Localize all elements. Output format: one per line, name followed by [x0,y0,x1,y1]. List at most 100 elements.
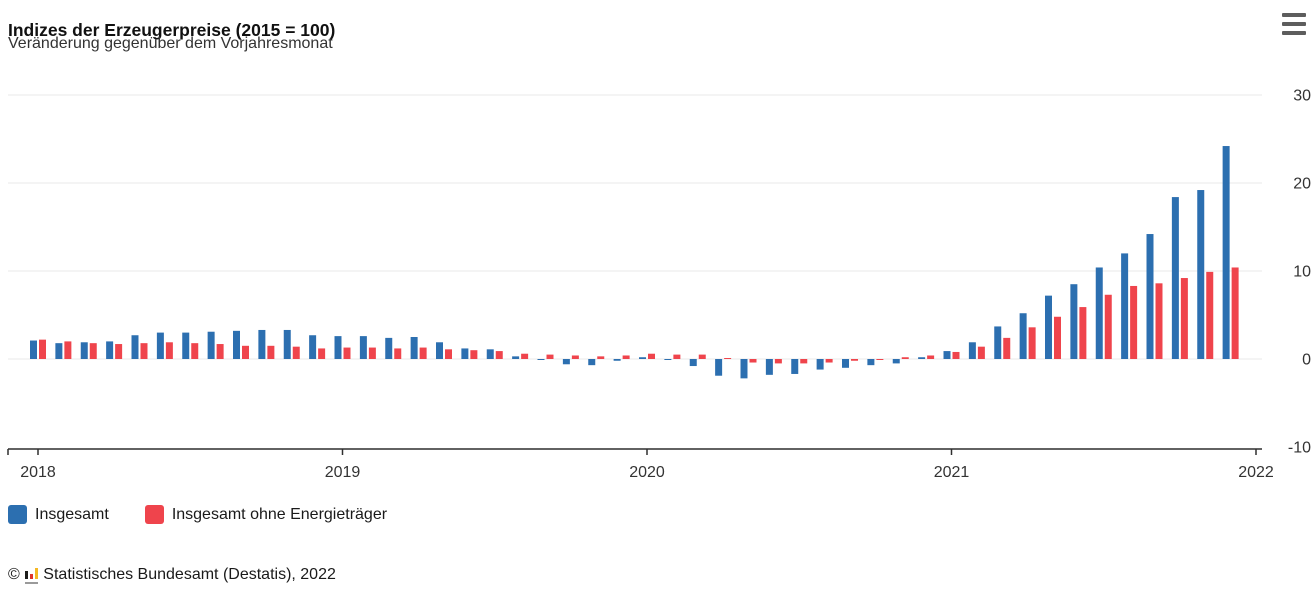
bar-insgesamt[interactable] [791,359,799,374]
bar-ohne-energietraeger[interactable] [1054,316,1061,359]
bar-insgesamt[interactable] [410,337,418,359]
bar-insgesamt[interactable] [1197,190,1205,359]
bar-insgesamt[interactable] [131,335,139,359]
bar-insgesamt[interactable] [1146,234,1154,359]
bar-insgesamt[interactable] [156,332,164,359]
bar-insgesamt[interactable] [283,329,291,359]
bar-insgesamt[interactable] [918,357,926,359]
bar-ohne-energietraeger[interactable] [1231,267,1239,359]
bar-insgesamt[interactable] [1095,267,1103,359]
bar-ohne-energietraeger[interactable] [800,359,808,364]
bar-insgesamt[interactable] [1222,146,1230,359]
bar-insgesamt[interactable] [233,330,240,359]
bar-ohne-energietraeger[interactable] [1206,271,1214,359]
bar-insgesamt[interactable] [537,359,545,360]
bar-insgesamt[interactable] [943,351,951,359]
bar-insgesamt[interactable] [664,359,672,360]
bar-insgesamt[interactable] [968,342,976,359]
bar-insgesamt[interactable] [562,359,570,365]
bar-ohne-energietraeger[interactable] [901,357,909,359]
bar-insgesamt[interactable] [816,359,824,370]
bar-insgesamt[interactable] [258,329,266,359]
bar-insgesamt[interactable] [765,359,773,375]
bar-ohne-energietraeger[interactable] [470,350,478,359]
bar-insgesamt[interactable] [207,331,215,359]
bar-ohne-energietraeger[interactable] [89,343,97,359]
bar-ohne-energietraeger[interactable] [368,347,376,359]
bar-insgesamt[interactable] [740,359,748,379]
bar-insgesamt[interactable] [436,342,443,359]
bar-insgesamt[interactable] [106,341,114,359]
legend-item-insgesamt[interactable]: Insgesamt [8,505,109,524]
bar-insgesamt[interactable] [182,332,190,359]
bar-insgesamt[interactable] [1019,313,1027,359]
bar-ohne-energietraeger[interactable] [394,348,402,359]
bar-ohne-energietraeger[interactable] [546,354,554,359]
hamburger-menu-icon[interactable] [1282,13,1306,35]
bar-insgesamt[interactable] [1045,295,1052,359]
bar-ohne-energietraeger[interactable] [698,354,706,359]
bar-ohne-energietraeger[interactable] [292,346,300,359]
bar-ohne-energietraeger[interactable] [191,343,199,359]
bar-ohne-energietraeger[interactable] [1130,285,1138,359]
bar-ohne-energietraeger[interactable] [749,359,757,363]
bar-ohne-energietraeger[interactable] [1180,278,1188,359]
bar-ohne-energietraeger[interactable] [495,351,503,359]
bar-ohne-energietraeger[interactable] [445,349,452,359]
bar-ohne-energietraeger[interactable] [1155,283,1163,359]
bar-ohne-energietraeger[interactable] [622,355,630,359]
bar-ohne-energietraeger[interactable] [977,346,985,359]
bar-insgesamt[interactable] [385,337,393,359]
bar-ohne-energietraeger[interactable] [343,347,351,359]
bar-ohne-energietraeger[interactable] [242,345,249,359]
bar-ohne-energietraeger[interactable] [216,344,224,359]
bar-ohne-energietraeger[interactable] [724,358,732,359]
bar-ohne-energietraeger[interactable] [825,359,833,363]
bar-insgesamt[interactable] [892,359,900,364]
bar-insgesamt[interactable] [55,343,63,359]
bar-insgesamt[interactable] [1171,197,1179,359]
bar-insgesamt[interactable] [486,349,494,359]
bar-ohne-energietraeger[interactable] [648,353,655,359]
bar-ohne-energietraeger[interactable] [952,351,960,359]
bar-insgesamt[interactable] [613,359,621,361]
bar-insgesamt[interactable] [359,336,367,359]
bar-insgesamt[interactable] [1121,253,1129,359]
bar-ohne-energietraeger[interactable] [851,359,858,361]
bar-ohne-energietraeger[interactable] [597,356,605,359]
bar-ohne-energietraeger[interactable] [115,344,123,359]
bar-ohne-energietraeger[interactable] [876,359,884,360]
bar-ohne-energietraeger[interactable] [927,355,935,359]
bar-insgesamt[interactable] [639,357,646,359]
bar-ohne-energietraeger[interactable] [1104,294,1112,359]
bar-ohne-energietraeger[interactable] [521,353,529,359]
bar-ohne-energietraeger[interactable] [39,339,46,359]
bar-insgesamt[interactable] [512,356,520,359]
bar-insgesamt[interactable] [689,359,697,367]
bar-insgesamt[interactable] [588,359,596,366]
legend-item-ohne-energietraeger[interactable]: Insgesamt ohne Energieträger [144,505,387,524]
bar-ohne-energietraeger[interactable] [64,341,72,359]
bar-ohne-energietraeger[interactable] [140,343,148,359]
bar-ohne-energietraeger[interactable] [318,348,326,359]
bar-insgesamt[interactable] [867,359,875,366]
bar-insgesamt[interactable] [80,342,88,359]
bar-insgesamt[interactable] [334,336,342,359]
bar-ohne-energietraeger[interactable] [165,342,173,359]
bar-ohne-energietraeger[interactable] [419,347,427,359]
bar-insgesamt[interactable] [994,326,1002,359]
y-axis-label: 0 [1302,352,1311,369]
bar-insgesamt[interactable] [309,335,317,359]
bar-ohne-energietraeger[interactable] [267,345,275,359]
bar-insgesamt[interactable] [461,348,469,359]
bar-insgesamt[interactable] [1070,284,1078,359]
bar-ohne-energietraeger[interactable] [571,355,579,359]
bar-ohne-energietraeger[interactable] [1028,327,1036,359]
bar-ohne-energietraeger[interactable] [774,359,782,364]
bar-insgesamt[interactable] [842,359,849,368]
bar-insgesamt[interactable] [30,340,37,359]
bar-insgesamt[interactable] [715,359,723,376]
bar-ohne-energietraeger[interactable] [1003,337,1011,359]
bar-ohne-energietraeger[interactable] [673,354,681,359]
bar-ohne-energietraeger[interactable] [1079,307,1087,359]
